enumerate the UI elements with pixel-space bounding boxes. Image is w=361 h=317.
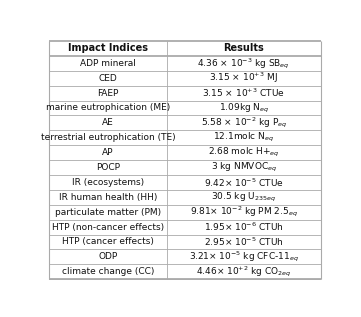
Text: 2.68 molc H+$_{eq}$: 2.68 molc H+$_{eq}$ bbox=[208, 146, 279, 159]
Text: HTP (non-cancer effects): HTP (non-cancer effects) bbox=[52, 223, 164, 232]
Text: 4.36 × 10$^{-3}$ kg SB$_{eq}$: 4.36 × 10$^{-3}$ kg SB$_{eq}$ bbox=[197, 56, 290, 71]
Text: 1.95× 10$^{-6}$ CTUh: 1.95× 10$^{-6}$ CTUh bbox=[204, 221, 284, 233]
Text: 5.58 × 10$^{-2}$ kg P$_{eq}$: 5.58 × 10$^{-2}$ kg P$_{eq}$ bbox=[201, 116, 287, 130]
Text: particulate matter (PM): particulate matter (PM) bbox=[55, 208, 161, 217]
Text: Results: Results bbox=[223, 43, 264, 53]
Text: AP: AP bbox=[102, 148, 114, 157]
Text: 9.81× 10$^{-2}$ kg PM 2.5$_{eq}$: 9.81× 10$^{-2}$ kg PM 2.5$_{eq}$ bbox=[190, 205, 298, 219]
Text: Impact Indices: Impact Indices bbox=[68, 43, 148, 53]
Text: 3.15 × 10$^{+3}$ CTUe: 3.15 × 10$^{+3}$ CTUe bbox=[203, 87, 285, 99]
Text: climate change (CC): climate change (CC) bbox=[62, 267, 154, 276]
Text: CED: CED bbox=[99, 74, 117, 83]
Text: ADP mineral: ADP mineral bbox=[80, 59, 136, 68]
Text: IR (ecosystems): IR (ecosystems) bbox=[72, 178, 144, 187]
Text: 2.95× 10$^{-5}$ CTUh: 2.95× 10$^{-5}$ CTUh bbox=[204, 236, 284, 248]
Text: 3.15 × 10$^{+3}$ MJ: 3.15 × 10$^{+3}$ MJ bbox=[209, 71, 278, 85]
Text: 30.5 kg U$_{235eq}$: 30.5 kg U$_{235eq}$ bbox=[211, 191, 276, 204]
Text: 1.09kg N$_{eq}$: 1.09kg N$_{eq}$ bbox=[219, 101, 269, 114]
Text: AE: AE bbox=[102, 118, 114, 127]
Text: 3 kg NMVOC$_{eq}$: 3 kg NMVOC$_{eq}$ bbox=[211, 161, 277, 174]
Text: HTP (cancer effects): HTP (cancer effects) bbox=[62, 237, 154, 247]
Text: 4.46× 10$^{+2}$ kg CO$_{2eq}$: 4.46× 10$^{+2}$ kg CO$_{2eq}$ bbox=[196, 264, 291, 279]
Text: 3.21× 10$^{-5}$ kg CFC-11$_{eq}$: 3.21× 10$^{-5}$ kg CFC-11$_{eq}$ bbox=[189, 249, 299, 264]
Text: 12.1molc N$_{eq}$: 12.1molc N$_{eq}$ bbox=[213, 131, 274, 144]
Text: terrestrial eutrophication (TE): terrestrial eutrophication (TE) bbox=[41, 133, 175, 142]
Text: ODP: ODP bbox=[99, 252, 118, 262]
Text: 9.42× 10$^{-5}$ CTUe: 9.42× 10$^{-5}$ CTUe bbox=[204, 176, 284, 189]
Text: FAEP: FAEP bbox=[97, 88, 119, 98]
Text: IR human health (HH): IR human health (HH) bbox=[59, 193, 157, 202]
Text: marine eutrophication (ME): marine eutrophication (ME) bbox=[46, 103, 170, 113]
Text: POCP: POCP bbox=[96, 163, 120, 172]
